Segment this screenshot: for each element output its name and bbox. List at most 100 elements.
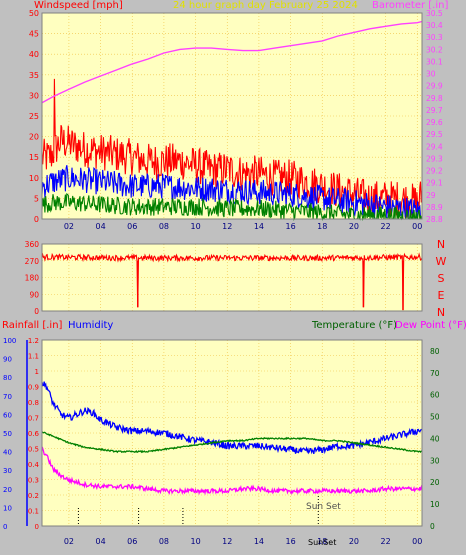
y-tick-label-humidity: 60 — [3, 411, 12, 419]
plot-border-wind — [41, 12, 423, 220]
y-tick-label-humidity: 10 — [3, 504, 12, 512]
compass-label: S — [438, 272, 445, 285]
plot-border-direction — [41, 243, 423, 312]
x-tick-label: 14 — [254, 537, 264, 546]
x-tick-label: 02 — [64, 222, 74, 231]
wind-gust-line — [41, 78, 423, 219]
y-tick-label-rain: 1.2 — [28, 337, 39, 345]
y-tick-label-barometer: 29.6 — [426, 118, 443, 127]
x-tick-label: 10 — [190, 222, 200, 231]
x-tick-label: 00 — [412, 222, 422, 231]
humidity-line — [41, 381, 422, 455]
x-tick-label: 18 — [317, 537, 327, 546]
y-tick-label-temperature: 30 — [430, 456, 440, 465]
y-tick-label-barometer: 30.1 — [426, 57, 443, 66]
barometer-line — [41, 20, 423, 104]
y-tick-label-humidity: 90 — [3, 356, 12, 364]
y-tick-label-humidity: 100 — [3, 337, 16, 345]
wind-average-line — [41, 165, 422, 220]
y-tick-label-temperature: 40 — [430, 434, 440, 443]
compass-label: E — [438, 289, 445, 302]
y-tick-label-rain: 0.6 — [28, 430, 40, 438]
y-tick-label-rain: 0.8 — [28, 399, 39, 407]
plot-border-humidity — [41, 339, 423, 527]
x-tick-label: 08 — [159, 222, 169, 231]
y-tick-label-direction: 0 — [34, 307, 39, 316]
wind-low-line — [41, 193, 423, 221]
y-tick-label-rain: 0.1 — [28, 508, 39, 516]
sunset-axis-annotation: SunSet — [308, 538, 337, 547]
y-tick-label-humidity: 80 — [3, 374, 12, 382]
y-tick-label-rain: 0.4 — [28, 461, 40, 469]
x-tick-label: 20 — [349, 222, 359, 231]
temperature-line — [41, 431, 422, 454]
barometer-axis-title: Barometer [.in] — [372, 0, 449, 11]
x-tick-label: 16 — [285, 222, 295, 231]
y-tick-label-barometer: 29.9 — [426, 82, 443, 91]
chart-title: 24 hour graph day February 25 2024 — [173, 0, 358, 11]
y-tick-label-wind: 20 — [29, 133, 39, 142]
y-tick-label-rain: 1.1 — [28, 353, 39, 361]
y-tick-label-humidity: 30 — [3, 467, 12, 475]
y-tick-label-barometer: 28.8 — [426, 215, 443, 224]
dew-point-line — [41, 446, 423, 496]
y-tick-label-rain: 0.2 — [28, 492, 39, 500]
x-tick-label: 18 — [317, 222, 327, 231]
y-tick-label-wind: 10 — [29, 174, 39, 183]
y-tick-label-wind: 30 — [29, 91, 39, 100]
x-tick-label: 02 — [64, 537, 74, 546]
y-tick-label-rain: 1 — [35, 368, 39, 376]
y-tick-label-rain: 0.9 — [28, 384, 39, 392]
x-tick-label: 20 — [349, 537, 359, 546]
y-tick-label-wind: 25 — [29, 112, 39, 121]
x-tick-label: 00 — [412, 537, 422, 546]
y-tick-label-temperature: 80 — [430, 347, 440, 356]
wind-direction-line — [41, 252, 423, 311]
y-tick-label-rain: 0.3 — [28, 477, 39, 485]
dew-point-axis-title: Dew Point (°F) — [395, 320, 466, 331]
humidity-temperature-panel: 0 0.1 0.2 0.3 0.4 0.5 0.6 0.7 0.8 0.9 1 1.1 1.2 0 10 20… — [3, 337, 440, 546]
y-tick-label-wind: 0 — [34, 215, 39, 224]
y-tick-label-barometer: 30.5 — [426, 9, 443, 18]
temperature-axis-title: Temperature (°F) — [312, 320, 398, 331]
x-tick-label: 12 — [222, 222, 232, 231]
y-tick-label-rain: 0.7 — [28, 415, 39, 423]
y-tick-label-barometer: 29.5 — [426, 130, 443, 139]
y-tick-label-temperature: 60 — [430, 391, 440, 400]
y-tick-label-barometer: 28.9 — [426, 203, 443, 212]
y-tick-label-rain: 0 — [35, 523, 39, 531]
y-tick-label-barometer: 29.4 — [426, 142, 443, 151]
y-tick-label-barometer: 30.3 — [426, 33, 443, 42]
sunset-annotation: Sun Set — [306, 502, 341, 512]
y-tick-label-direction: 360 — [25, 240, 40, 249]
humidity-axis-title: Humidity — [68, 320, 114, 331]
y-tick-label-wind: 40 — [29, 50, 39, 59]
y-tick-label-humidity: 40 — [3, 449, 12, 457]
y-tick-label-humidity: 0 — [3, 523, 7, 531]
rainfall-axis-title: Rainfall [.in] — [2, 320, 63, 331]
y-tick-label-wind: 50 — [29, 9, 39, 18]
x-tick-label: 22 — [380, 222, 390, 231]
y-tick-label-direction: 270 — [25, 257, 40, 266]
compass-label: N — [437, 238, 445, 251]
y-tick-label-wind: 15 — [29, 153, 39, 162]
y-tick-label-barometer: 30 — [426, 70, 436, 79]
x-tick-label: 06 — [127, 222, 137, 231]
x-tick-label: 04 — [95, 537, 105, 546]
y-tick-label-barometer: 30.4 — [426, 21, 443, 30]
compass-label: N — [437, 306, 445, 319]
x-tick-label: 22 — [380, 537, 390, 546]
x-tick-label: 14 — [254, 222, 264, 231]
y-tick-label-barometer: 29.2 — [426, 167, 443, 176]
windspeed-axis-title: Windspeed [mph] — [34, 0, 123, 11]
y-tick-label-wind: 45 — [29, 30, 39, 39]
x-tick-label: 10 — [190, 537, 200, 546]
y-tick-label-temperature: 10 — [430, 500, 440, 509]
y-tick-label-barometer: 29.7 — [426, 106, 443, 115]
wind-barometer-panel: 0 5 10 15 20 25 30 35 40 45 50 28.8 28.9 29 29.1 29.2 29… — [29, 9, 443, 231]
y-tick-label-temperature: 70 — [430, 369, 440, 378]
y-tick-label-direction: 180 — [25, 274, 40, 283]
compass-label: W — [436, 255, 447, 268]
y-tick-label-wind: 35 — [29, 71, 39, 80]
